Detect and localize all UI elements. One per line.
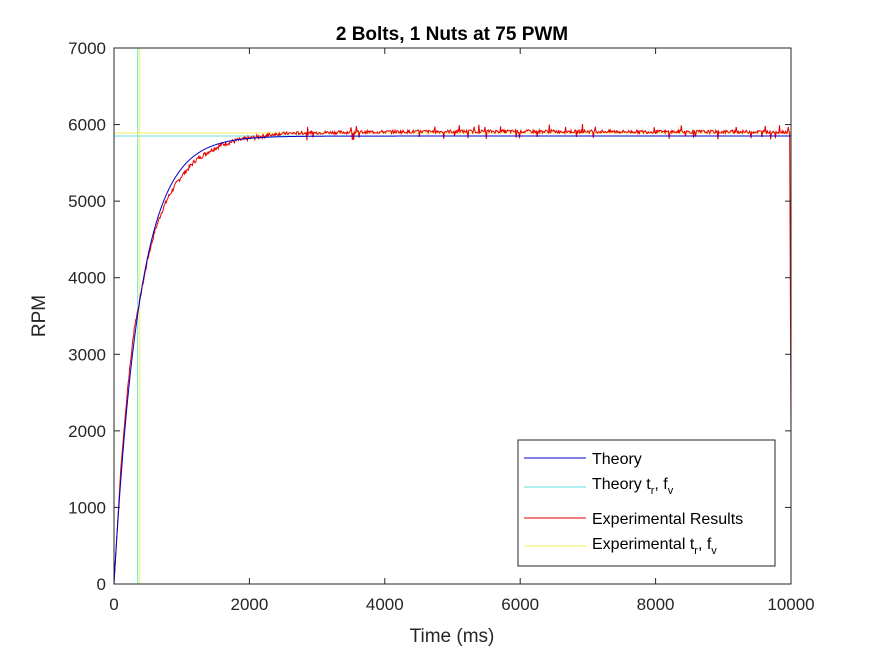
y-tick-label: 6000 xyxy=(68,116,106,135)
y-tick-label: 1000 xyxy=(68,498,106,517)
x-axis-label: Time (ms) xyxy=(410,626,495,647)
experimental-results-line xyxy=(114,123,791,584)
legend-label-theory-tr-fv-sub1: r xyxy=(651,485,655,497)
legend-box xyxy=(517,439,776,567)
y-tick-label: 7000 xyxy=(68,39,106,58)
legend-label-experimental: Experimental Results xyxy=(592,511,743,528)
y-tick-label: 5000 xyxy=(68,192,106,211)
legend-label-experimental-tr-fv-sub2: v xyxy=(711,545,717,557)
x-tick-label: 6000 xyxy=(501,595,539,614)
legend-label-theory: Theory xyxy=(592,451,642,468)
chart-title: 2 Bolts, 1 Nuts at 75 PWM xyxy=(336,24,568,45)
y-tick-label: 2000 xyxy=(68,422,106,441)
axes-box xyxy=(113,47,792,585)
legend-label-experimental-tr-fv: Experimental tr, fv xyxy=(592,536,717,557)
legend-label-theory-tr-fv-mid: , f xyxy=(654,476,668,493)
x-tick-label: 10000 xyxy=(767,595,814,614)
x-tick-label: 0 xyxy=(109,595,118,614)
x-tick-label: 4000 xyxy=(366,595,404,614)
series-layer xyxy=(114,48,791,584)
y-tick-label: 4000 xyxy=(68,269,106,288)
legend-label-theory-tr-fv: Theory tr, fv xyxy=(592,476,674,497)
legend-label-theory-tr-fv-main: Theory t xyxy=(592,476,651,493)
legend-label-experimental-tr-fv-mid: , f xyxy=(698,536,712,553)
tick-layer: 0 2000 4000 6000 8000 10000 0 1000 2000 3000 4000 5… xyxy=(68,39,814,614)
x-tick-label: 2000 xyxy=(230,595,268,614)
legend-label-experimental-tr-fv-main: Experimental t xyxy=(592,536,695,553)
x-tick-label: 8000 xyxy=(637,595,675,614)
y-axis-label: RPM xyxy=(29,295,50,337)
legend-label-theory-tr-fv-sub2: v xyxy=(668,485,674,497)
y-tick-label: 0 xyxy=(97,575,106,594)
legend-label-experimental-tr-fv-sub1: r xyxy=(694,545,698,557)
theory-line xyxy=(114,135,791,584)
legend[interactable]: Theory Theory tr, fv Experimental Result… xyxy=(517,439,776,567)
y-tick-label: 3000 xyxy=(68,345,106,364)
